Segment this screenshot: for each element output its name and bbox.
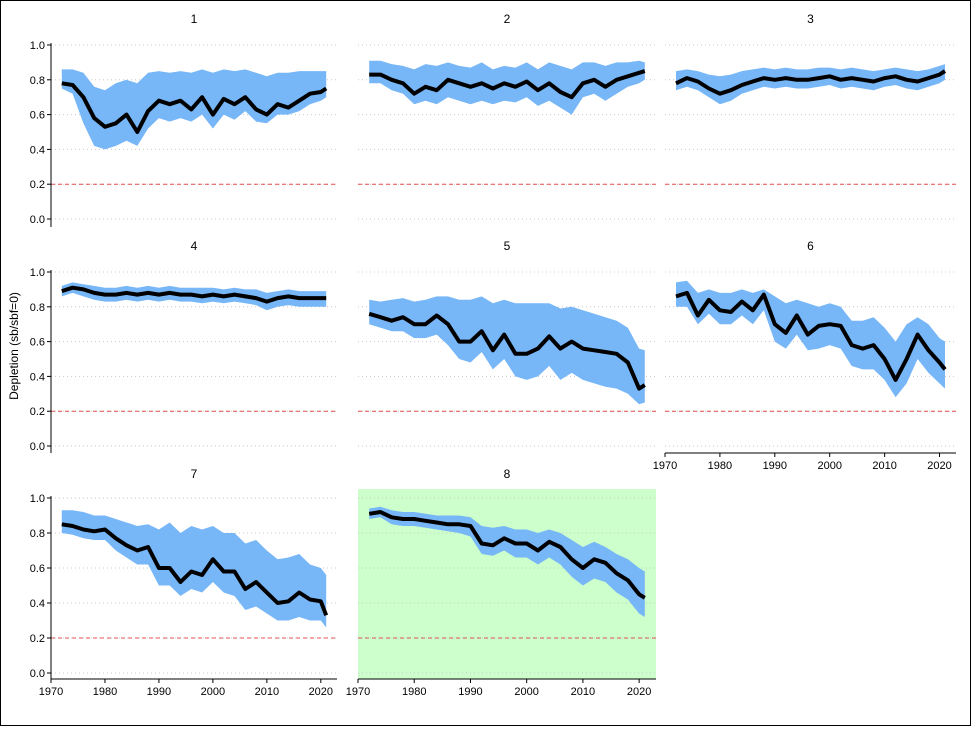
y-tick-label: 0.6 <box>30 563 45 575</box>
confidence-band <box>369 296 645 405</box>
x-tick-label: 2010 <box>571 686 595 698</box>
panel-1: 1 0.0 0.2 0.4 0.6 0.8 1.0 <box>30 12 337 227</box>
x-tick-label: 2020 <box>309 686 333 698</box>
panel-title: 3 <box>807 12 814 26</box>
depletion-line <box>368 510 646 600</box>
y-tick-label: 0.4 <box>30 598 45 610</box>
confidence-band <box>676 280 945 398</box>
x-tick-label: 2020 <box>627 686 651 698</box>
confidence-band <box>676 64 945 105</box>
x-tick-label: 2010 <box>872 460 896 472</box>
y-tick-label: 1.0 <box>30 493 45 505</box>
confidence-band <box>61 510 327 628</box>
y-tick-label: 0.0 <box>30 214 45 226</box>
y-tick-label: 0.8 <box>30 528 45 540</box>
y-tick-label: 0.6 <box>30 110 45 122</box>
panel-6: 6 1970 1980 1990 2000 2010 2020 <box>653 239 956 472</box>
y-tick-label: 1.0 <box>30 40 45 52</box>
panel-8: 8 1970 1980 1990 2000 2010 2020 <box>346 467 656 698</box>
y-tick-label: 0.0 <box>30 441 45 453</box>
x-tick-label: 1980 <box>402 686 426 698</box>
x-tick-label: 1990 <box>458 686 482 698</box>
y-axis-title: Depletion (sb/sbf=0) <box>7 292 21 400</box>
depletion-line <box>61 522 329 617</box>
depletion-line <box>368 311 646 391</box>
panel-3: 3 <box>665 12 956 220</box>
y-tick-label: 0.2 <box>30 406 45 418</box>
panel-4: 4 0.0 0.2 0.4 0.6 0.8 1.0 <box>30 239 337 453</box>
x-tick-label: 1980 <box>93 686 117 698</box>
x-tick-label: 2000 <box>201 686 225 698</box>
x-tick-label: 1990 <box>763 460 787 472</box>
depletion-line <box>369 69 646 100</box>
y-tick-label: 0.2 <box>30 179 45 191</box>
depletion-line <box>61 285 327 304</box>
panel-title: 2 <box>504 12 511 26</box>
x-tick-label: 2020 <box>927 460 951 472</box>
x-tick-label: 1990 <box>147 686 171 698</box>
x-tick-label: 2000 <box>817 460 841 472</box>
y-tick-label: 0.2 <box>30 633 45 645</box>
x-tick-label: 1970 <box>346 686 370 698</box>
x-tick-label: 2010 <box>255 686 279 698</box>
panel-title: 7 <box>191 467 198 481</box>
y-tick-label: 1.0 <box>30 267 45 279</box>
x-tick-label: 1970 <box>39 686 63 698</box>
x-tick-label: 2000 <box>514 686 538 698</box>
y-tick-label: 0.4 <box>30 144 45 156</box>
panel-title: 8 <box>504 467 511 481</box>
depletion-line <box>675 290 947 382</box>
panel-7: 7 0.0 0.2 0.4 0.6 0.8 1.0 1970 1980 1990 2000 2010 2… <box>30 467 337 698</box>
confidence-band <box>61 69 327 150</box>
panel-2: 2 <box>358 12 656 220</box>
depletion-line <box>675 69 947 96</box>
y-tick-label: 0.8 <box>30 75 45 87</box>
y-tick-label: 0.4 <box>30 371 45 383</box>
x-tick-label: 1970 <box>653 460 677 472</box>
depletion-line <box>61 81 328 134</box>
y-tick-label: 0.6 <box>30 337 45 349</box>
panel-5: 5 <box>358 239 656 447</box>
panel-title: 5 <box>504 239 511 253</box>
y-tick-label: 0.0 <box>30 668 45 680</box>
panel-title: 4 <box>191 239 198 253</box>
panel-title: 1 <box>191 12 198 26</box>
confidence-band <box>369 60 645 115</box>
x-tick-label: 1980 <box>708 460 732 472</box>
y-tick-label: 0.8 <box>30 302 45 314</box>
panel-title: 6 <box>807 239 814 253</box>
